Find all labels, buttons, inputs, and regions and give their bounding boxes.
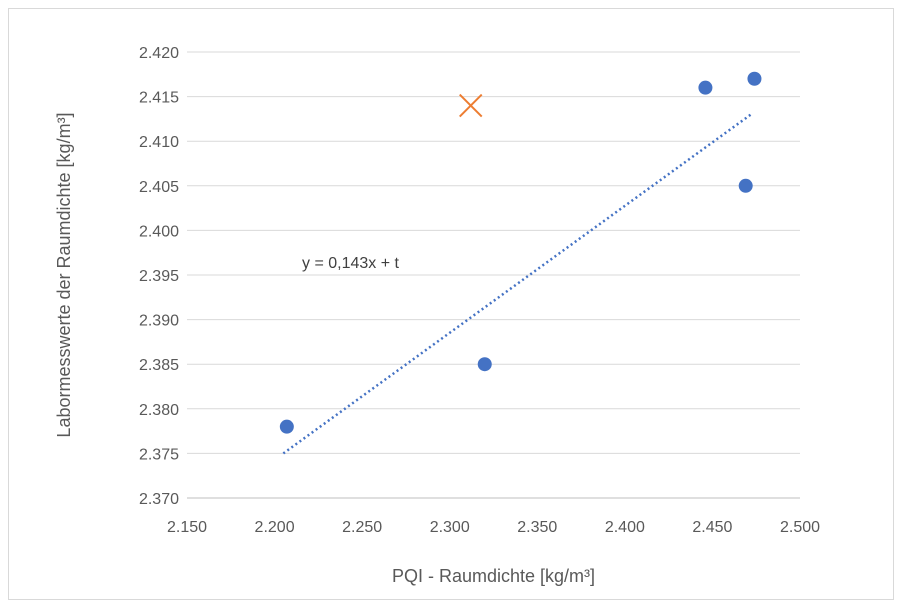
x-axis-ticks: 2.150 2.200 2.250 2.300 2.350 2.400 2.450 2.500 bbox=[167, 519, 820, 536]
data-point bbox=[279, 419, 294, 434]
y-tick-label: 2.380 bbox=[139, 402, 179, 419]
gridlines bbox=[187, 51, 800, 499]
trendline-equation: y = 0,143x + t bbox=[302, 255, 400, 272]
y-tick-label: 2.415 bbox=[139, 90, 179, 107]
y-axis-ticks: 2.370 2.375 2.380 2.385 2.390 2.395 2.400 2.405… bbox=[139, 45, 179, 508]
trendline-group bbox=[282, 113, 752, 455]
y-tick-label: 2.370 bbox=[139, 491, 179, 508]
y-axis-title: Labormesswerte der Raumdichte [kg/m³] bbox=[54, 112, 74, 437]
x-tick-label: 2.450 bbox=[692, 519, 732, 536]
x-tick-label: 2.350 bbox=[517, 519, 557, 536]
x-tick-label: 2.150 bbox=[167, 519, 207, 536]
x-tick-label: 2.400 bbox=[605, 519, 645, 536]
x-tick-label: 2.500 bbox=[780, 519, 820, 536]
y-tick-label: 2.390 bbox=[139, 313, 179, 330]
data-point bbox=[477, 357, 492, 372]
data-point bbox=[738, 178, 753, 193]
x-axis-title: PQI - Raumdichte [kg/m³] bbox=[392, 566, 595, 586]
outlier-point-x-marker bbox=[459, 93, 483, 118]
y-tick-label: 2.375 bbox=[139, 446, 179, 463]
x-tick-label: 2.200 bbox=[255, 519, 295, 536]
data-point bbox=[747, 71, 762, 86]
y-tick-label: 2.410 bbox=[139, 134, 179, 151]
x-tick-label: 2.250 bbox=[342, 519, 382, 536]
y-tick-label: 2.405 bbox=[139, 179, 179, 196]
chart-frame bbox=[8, 8, 894, 600]
y-tick-label: 2.395 bbox=[139, 268, 179, 285]
data-point bbox=[698, 80, 713, 95]
data-points bbox=[279, 71, 762, 434]
y-tick-label: 2.385 bbox=[139, 357, 179, 374]
trendline bbox=[282, 113, 752, 455]
y-tick-label: 2.420 bbox=[139, 45, 179, 62]
y-tick-label: 2.400 bbox=[139, 223, 179, 240]
x-tick-label: 2.300 bbox=[430, 519, 470, 536]
